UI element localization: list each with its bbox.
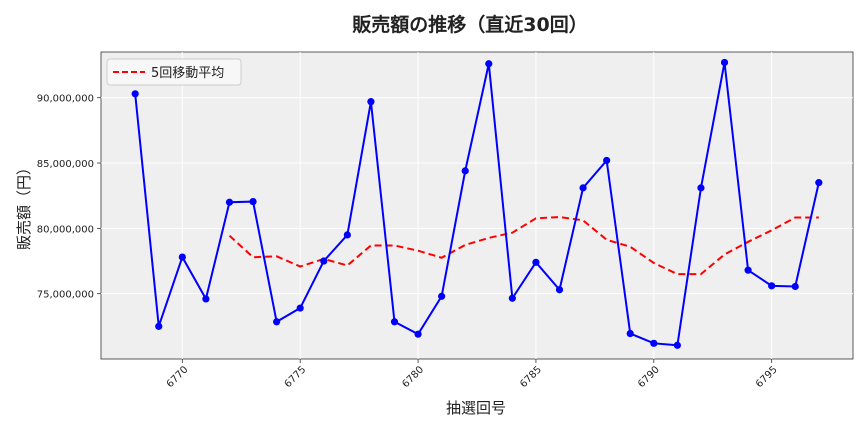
x-tick-label: 6785 — [518, 364, 544, 390]
data-point — [768, 282, 776, 290]
series-line-moving-average — [228, 215, 819, 276]
data-point — [650, 339, 658, 347]
data-point — [320, 257, 328, 265]
x-tick-label: 6775 — [283, 364, 309, 390]
plot-area — [100, 51, 854, 360]
legend-label-moving-average: 5回移動平均 — [151, 66, 224, 81]
y-axis-label: 販売額（円） — [15, 160, 33, 250]
grid — [101, 52, 853, 359]
legend: 5回移動平均 — [106, 58, 242, 86]
legend-box — [106, 58, 242, 86]
data-point — [438, 292, 446, 300]
data-point — [273, 318, 281, 326]
data-point — [744, 266, 752, 274]
data-point — [296, 304, 304, 312]
data-point — [249, 197, 257, 206]
chart-title: 販売額の推移（直近30回） — [352, 13, 587, 36]
series-layer — [131, 58, 823, 349]
data-point — [673, 341, 681, 349]
data-point — [390, 318, 399, 326]
data-point — [815, 179, 823, 187]
x-tick-label: 6780 — [400, 364, 426, 390]
y-tick-label: 90,000,000 — [37, 94, 94, 105]
data-point — [461, 167, 469, 175]
data-point — [720, 58, 729, 67]
data-point — [532, 258, 540, 266]
y-tick-label: 85,000,000 — [37, 159, 94, 170]
data-point — [343, 231, 351, 239]
data-point — [131, 90, 139, 98]
data-point — [579, 184, 587, 192]
x-axis-label: 抽選回号 — [446, 399, 506, 417]
y-tick-label: 75,000,000 — [37, 290, 94, 301]
series-line-sales — [134, 62, 820, 347]
data-point — [603, 156, 611, 165]
data-point — [791, 282, 799, 291]
y-tick-label: 80,000,000 — [37, 224, 94, 235]
data-point — [555, 286, 564, 294]
y-ticks: 75,000,000 80,000,000 85,000,000 90,000,000 — [37, 94, 101, 301]
x-ticks: 6770 6775 6780 6785 6790 6795 — [165, 359, 780, 390]
data-point — [202, 295, 210, 303]
data-point — [414, 330, 422, 338]
x-tick-label: 6790 — [636, 364, 662, 390]
x-tick-label: 6770 — [165, 364, 191, 390]
data-point — [155, 322, 163, 330]
data-point — [697, 184, 705, 192]
data-point — [508, 294, 516, 302]
data-point — [485, 60, 493, 68]
data-point — [367, 98, 375, 106]
data-point — [178, 253, 186, 261]
data-point — [626, 329, 634, 338]
data-point — [225, 198, 234, 206]
x-tick-label: 6795 — [754, 364, 780, 390]
